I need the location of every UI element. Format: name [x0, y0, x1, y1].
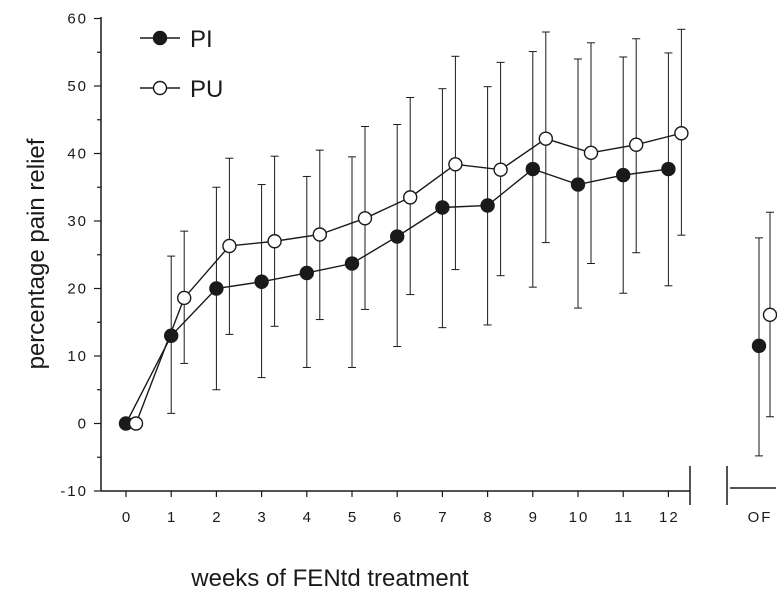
- x-ticks: 0 1 2 3 4 5 6 7 8 9 10 11 12 OF: [122, 491, 773, 526]
- x-tick-label: 7: [438, 509, 448, 526]
- point-pu: [583, 145, 599, 161]
- point-pu: [493, 162, 508, 177]
- y-tick-label: 30: [67, 213, 88, 230]
- legend-item-pu: PU: [140, 76, 223, 103]
- y-tick-label: 0: [78, 416, 88, 433]
- point-pi: [209, 281, 224, 296]
- point-pu: [222, 238, 237, 254]
- off-point-pu: [762, 307, 777, 323]
- x-tick-label: 10: [569, 509, 590, 526]
- point-pi: [661, 161, 676, 177]
- x-tick-label: 3: [257, 509, 267, 526]
- legend-label-pi: PI: [190, 26, 213, 53]
- point-pu: [176, 290, 192, 306]
- point-pu: [674, 126, 689, 141]
- point-pi: [390, 229, 405, 244]
- x-tick-label: 4: [303, 509, 313, 526]
- point-pu: [403, 190, 418, 205]
- point-pu: [448, 157, 463, 172]
- x-tick-label: 9: [529, 509, 539, 526]
- point-pu: [267, 234, 282, 249]
- legend-label-pu: PU: [190, 76, 223, 103]
- x-tick-label: 12: [659, 509, 680, 526]
- x-tick-label: 11: [614, 509, 634, 526]
- y-axis-title: percentage pain relief: [23, 138, 50, 369]
- point-pu: [312, 227, 327, 242]
- y-tick-label: -10: [60, 483, 88, 500]
- x-tick-label: 0: [122, 509, 132, 526]
- x-axis: 0 1 2 3 4 5 6 7 8 9 10 11 12 OF: [101, 466, 776, 526]
- series-lines: [125, 132, 682, 424]
- y-tick-label: 40: [67, 146, 88, 163]
- y-axis: -10 0 10 20 30 40 50 60: [60, 11, 102, 500]
- off-point-pi: [751, 338, 767, 354]
- point-pi: [299, 265, 314, 281]
- y-tick-label: 60: [67, 11, 88, 28]
- x-tick-label: 6: [393, 509, 403, 526]
- point-pi: [525, 161, 540, 177]
- x-tick-label: 1: [167, 509, 177, 526]
- point-pi: [616, 167, 631, 183]
- y-ticks: -10 0 10 20 30 40 50 60: [60, 11, 101, 500]
- legend-item-pi: PI: [140, 26, 213, 53]
- x-axis-title: weeks of FENtd treatment: [190, 565, 469, 592]
- x-tick-label-off: OF: [748, 509, 773, 526]
- series-line-pu: [135, 132, 682, 424]
- legend-marker-pu: [152, 80, 168, 96]
- x-tick-label: 5: [348, 509, 358, 526]
- point-pi: [163, 328, 179, 343]
- x-tick-label: 8: [483, 509, 493, 526]
- point-pu: [629, 137, 644, 152]
- point-pu: [357, 211, 373, 226]
- series-markers: [118, 126, 777, 431]
- point-pi: [480, 198, 495, 213]
- point-pi: [570, 177, 586, 192]
- point-pi: [254, 274, 269, 289]
- x-tick-label: 2: [212, 509, 222, 526]
- legend: PI PU: [140, 26, 223, 103]
- y-tick-label: 10: [67, 348, 88, 365]
- point-pi: [344, 256, 360, 271]
- y-tick-label: 50: [67, 78, 88, 95]
- point-pu: [128, 416, 144, 431]
- point-pi: [435, 200, 450, 215]
- y-tick-label: 20: [67, 281, 88, 298]
- legend-marker-pi: [152, 30, 168, 46]
- point-pu: [538, 131, 553, 146]
